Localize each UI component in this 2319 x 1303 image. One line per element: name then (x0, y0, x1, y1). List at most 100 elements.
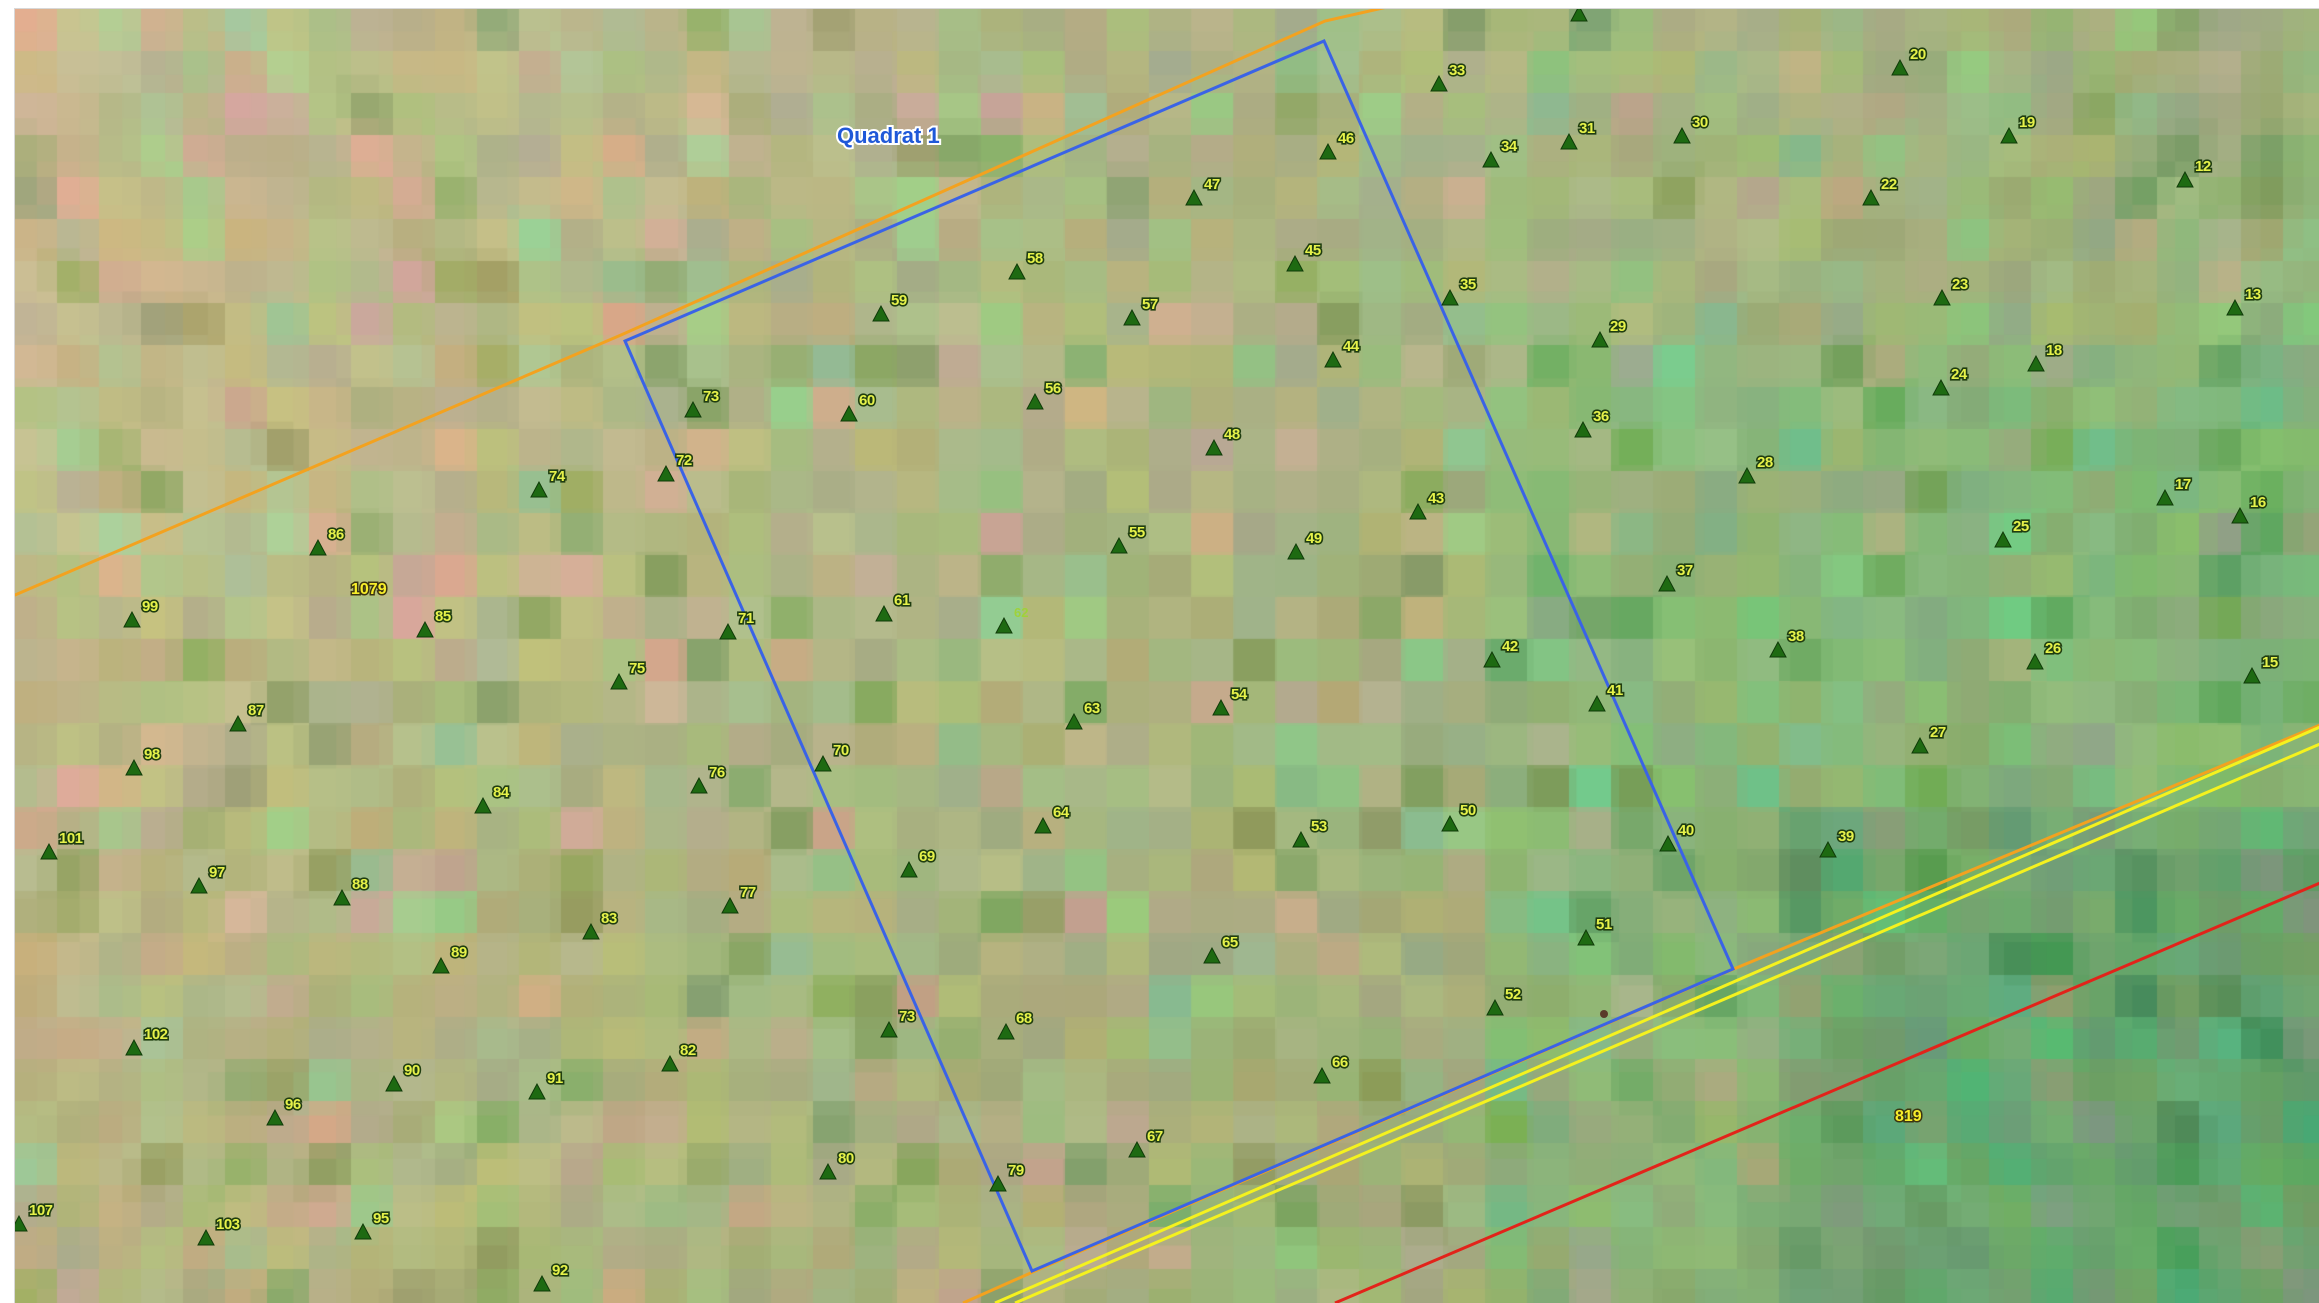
tree-marker[interactable]: 23 (1933, 274, 1970, 306)
tree-marker[interactable]: 52 (1486, 984, 1523, 1016)
tree-marker[interactable]: 46 (1319, 128, 1356, 160)
tree-marker[interactable]: 62 (995, 605, 1028, 634)
tree-marker[interactable]: 67 (1128, 1126, 1165, 1158)
tree-marker[interactable]: 55 (1110, 522, 1147, 554)
tree-marker[interactable]: 15 (2243, 652, 2280, 684)
tree-marker[interactable]: 17 (2156, 474, 2193, 506)
tree-marker[interactable]: 54 (1212, 684, 1250, 716)
tree-marker[interactable]: 42 (1483, 636, 1520, 668)
map-viewport[interactable]: 107 103 95 92 102 96 90 91 82 80 79 67 66 52 73 68 65 51 1… (14, 8, 2319, 1303)
tree-marker[interactable]: 31 (1560, 118, 1597, 150)
tree-marker[interactable]: 30 (1673, 112, 1710, 144)
tree-triangle-icon (995, 616, 1013, 634)
tree-marker[interactable]: 73 (684, 386, 721, 418)
tree-marker[interactable]: 16 (2231, 492, 2268, 524)
tree-marker[interactable]: 82 (661, 1040, 698, 1072)
tree-marker[interactable]: 75 (610, 658, 647, 690)
tree-marker[interactable]: 86 (309, 524, 346, 556)
tree-marker[interactable]: 95 (354, 1208, 391, 1240)
tree-marker[interactable]: 59 (872, 290, 909, 322)
tree-marker[interactable]: 36 (1574, 406, 1611, 438)
tree-marker[interactable]: 34 (1482, 136, 1520, 168)
tree-label: 101 (59, 830, 83, 847)
tree-marker[interactable]: 76 (690, 762, 727, 794)
tree-marker[interactable]: 61 (875, 590, 912, 622)
tree-marker[interactable]: 72 (657, 450, 694, 482)
tree-marker[interactable]: 103 (197, 1214, 242, 1246)
tree-marker[interactable]: 26 (2026, 638, 2063, 670)
tree-triangle-icon (1441, 814, 1459, 832)
tree-marker[interactable]: 97 (190, 862, 227, 894)
tree-label: 50 (1460, 802, 1476, 819)
tree-marker[interactable]: 64 (1034, 802, 1072, 834)
tree-label: 23 (1952, 276, 1968, 293)
tree-marker[interactable]: 32 (1570, 9, 1607, 22)
tree-marker[interactable]: 99 (123, 596, 160, 628)
tree-marker[interactable]: 65 (1203, 932, 1240, 964)
tree-marker[interactable]: 74 (530, 466, 568, 498)
tree-marker[interactable]: 68 (997, 1008, 1034, 1040)
tree-marker[interactable]: 41 (1588, 680, 1625, 712)
tree-marker[interactable]: 57 (1123, 294, 1160, 326)
tree-marker[interactable]: 88 (333, 874, 370, 906)
tree-marker[interactable]: 20 (1891, 44, 1928, 76)
tree-label: 48 (1224, 426, 1240, 443)
tree-triangle-icon (1441, 288, 1459, 306)
tree-marker[interactable]: 13 (2226, 284, 2263, 316)
tree-marker[interactable]: 48 (1205, 424, 1242, 456)
tree-marker[interactable]: 71 (719, 608, 756, 640)
tree-marker[interactable]: 49 (1287, 528, 1324, 560)
tree-marker[interactable]: 102 (125, 1024, 170, 1056)
tree-label: 95 (373, 1210, 389, 1227)
tree-marker[interactable]: 89 (432, 942, 469, 974)
tree-marker[interactable]: 96 (266, 1094, 303, 1126)
tree-marker[interactable]: 25 (1994, 516, 2031, 548)
tree-marker[interactable]: 39 (1819, 826, 1856, 858)
tree-marker[interactable]: 87 (229, 700, 266, 732)
tree-marker[interactable]: 63 (1065, 698, 1102, 730)
tree-marker[interactable]: 56 (1026, 378, 1063, 410)
tree-marker[interactable]: 83 (582, 908, 619, 940)
tree-marker[interactable]: 85 (416, 606, 453, 638)
tree-marker[interactable]: 50 (1441, 800, 1478, 832)
tree-marker[interactable]: 53 (1292, 816, 1329, 848)
tree-marker[interactable]: 12 (2176, 156, 2213, 188)
tree-marker[interactable]: 43 (1409, 488, 1446, 520)
tree-triangle-icon (40, 842, 58, 860)
tree-marker[interactable]: 38 (1769, 626, 1806, 658)
tree-marker[interactable]: 45 (1286, 240, 1323, 272)
tree-marker[interactable]: 92 (533, 1260, 570, 1292)
tree-marker[interactable]: 77 (721, 882, 758, 914)
tree-marker[interactable]: 91 (528, 1068, 565, 1100)
tree-marker[interactable]: 80 (819, 1148, 856, 1180)
tree-marker[interactable]: 28 (1738, 452, 1775, 484)
tree-marker[interactable]: 107 (15, 1200, 55, 1232)
tree-marker[interactable]: 51 (1577, 914, 1614, 946)
tree-marker[interactable]: 44 (1324, 336, 1362, 368)
tree-marker[interactable]: 98 (125, 744, 162, 776)
tree-marker[interactable]: 79 (989, 1160, 1026, 1192)
tree-marker[interactable]: 24 (1932, 364, 1970, 396)
tree-marker[interactable]: 19 (2000, 112, 2037, 144)
tree-marker[interactable]: 40 (1659, 820, 1696, 852)
tree-label: 40 (1678, 822, 1694, 839)
tree-marker[interactable]: 60 (840, 390, 877, 422)
tree-marker[interactable]: 18 (2027, 340, 2064, 372)
tree-marker[interactable]: 69 (900, 846, 937, 878)
tree-marker[interactable]: 47 (1185, 174, 1222, 206)
tree-marker[interactable]: 101 (40, 828, 85, 860)
tree-triangle-icon (2226, 298, 2244, 316)
tree-triangle-icon (1673, 126, 1691, 144)
tree-marker[interactable]: 58 (1008, 248, 1045, 280)
tree-marker[interactable]: 84 (474, 782, 512, 814)
tree-marker[interactable]: 33 (1430, 60, 1467, 92)
tree-marker[interactable]: 35 (1441, 274, 1478, 306)
tree-marker[interactable]: 29 (1591, 316, 1628, 348)
tree-marker[interactable]: 70 (814, 740, 851, 772)
tree-marker[interactable]: 66 (1313, 1052, 1350, 1084)
tree-marker[interactable]: 90 (385, 1060, 422, 1092)
tree-marker[interactable]: 27 (1911, 722, 1948, 754)
tree-marker[interactable]: 37 (1658, 560, 1695, 592)
tree-marker[interactable]: 22 (1862, 174, 1899, 206)
tree-marker[interactable]: 73 (880, 1006, 917, 1038)
